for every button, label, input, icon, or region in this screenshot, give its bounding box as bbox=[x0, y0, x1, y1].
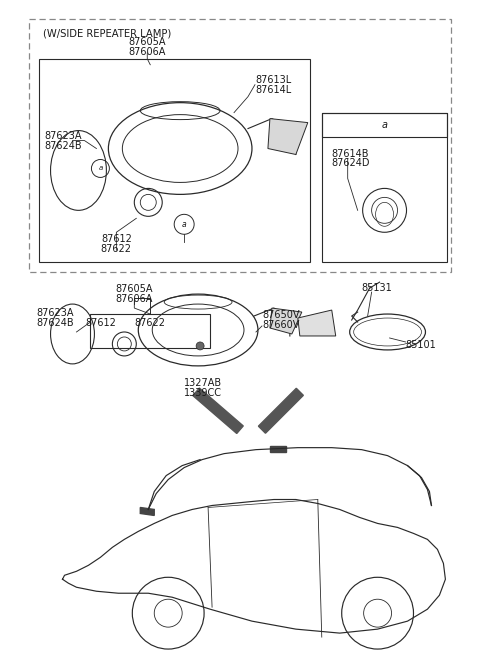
Text: 87624D: 87624D bbox=[332, 159, 370, 168]
Text: a: a bbox=[98, 166, 103, 172]
Text: 87606A: 87606A bbox=[116, 294, 153, 304]
Polygon shape bbox=[268, 119, 308, 155]
Polygon shape bbox=[270, 445, 286, 452]
Bar bbox=[90, 314, 210, 348]
Text: 87606A: 87606A bbox=[129, 47, 166, 57]
Text: 87624B: 87624B bbox=[36, 318, 74, 328]
Text: (W/SIDE REPEATER LAMP): (W/SIDE REPEATER LAMP) bbox=[43, 29, 171, 39]
Text: 87605A: 87605A bbox=[129, 37, 166, 47]
Polygon shape bbox=[258, 388, 303, 433]
Text: 87623A: 87623A bbox=[45, 130, 82, 141]
Text: 87622: 87622 bbox=[101, 244, 132, 254]
Text: 85131: 85131 bbox=[361, 283, 392, 293]
Text: 87624B: 87624B bbox=[45, 141, 82, 151]
Polygon shape bbox=[270, 308, 302, 334]
Polygon shape bbox=[298, 310, 336, 336]
Bar bbox=[322, 113, 447, 262]
Circle shape bbox=[196, 342, 204, 350]
Text: 85101: 85101 bbox=[406, 340, 436, 350]
Text: 87605A: 87605A bbox=[116, 284, 153, 294]
Text: 87614L: 87614L bbox=[255, 84, 291, 95]
Bar bbox=[322, 113, 447, 136]
Text: 87623A: 87623A bbox=[36, 308, 74, 318]
Text: a: a bbox=[382, 120, 387, 130]
Text: 87614B: 87614B bbox=[332, 149, 369, 159]
Text: 87612: 87612 bbox=[85, 318, 116, 328]
Bar bbox=[29, 19, 451, 272]
Text: 87650V: 87650V bbox=[262, 310, 300, 320]
Polygon shape bbox=[140, 508, 154, 515]
Text: 87622: 87622 bbox=[135, 318, 166, 328]
Text: 87660V: 87660V bbox=[262, 320, 300, 330]
Text: 87613L: 87613L bbox=[255, 75, 291, 84]
Text: 1327AB: 1327AB bbox=[184, 378, 222, 388]
Text: 1339CC: 1339CC bbox=[184, 388, 222, 398]
Bar bbox=[38, 59, 310, 262]
Text: a: a bbox=[182, 220, 186, 229]
Text: 87612: 87612 bbox=[101, 234, 132, 244]
Polygon shape bbox=[193, 388, 243, 434]
